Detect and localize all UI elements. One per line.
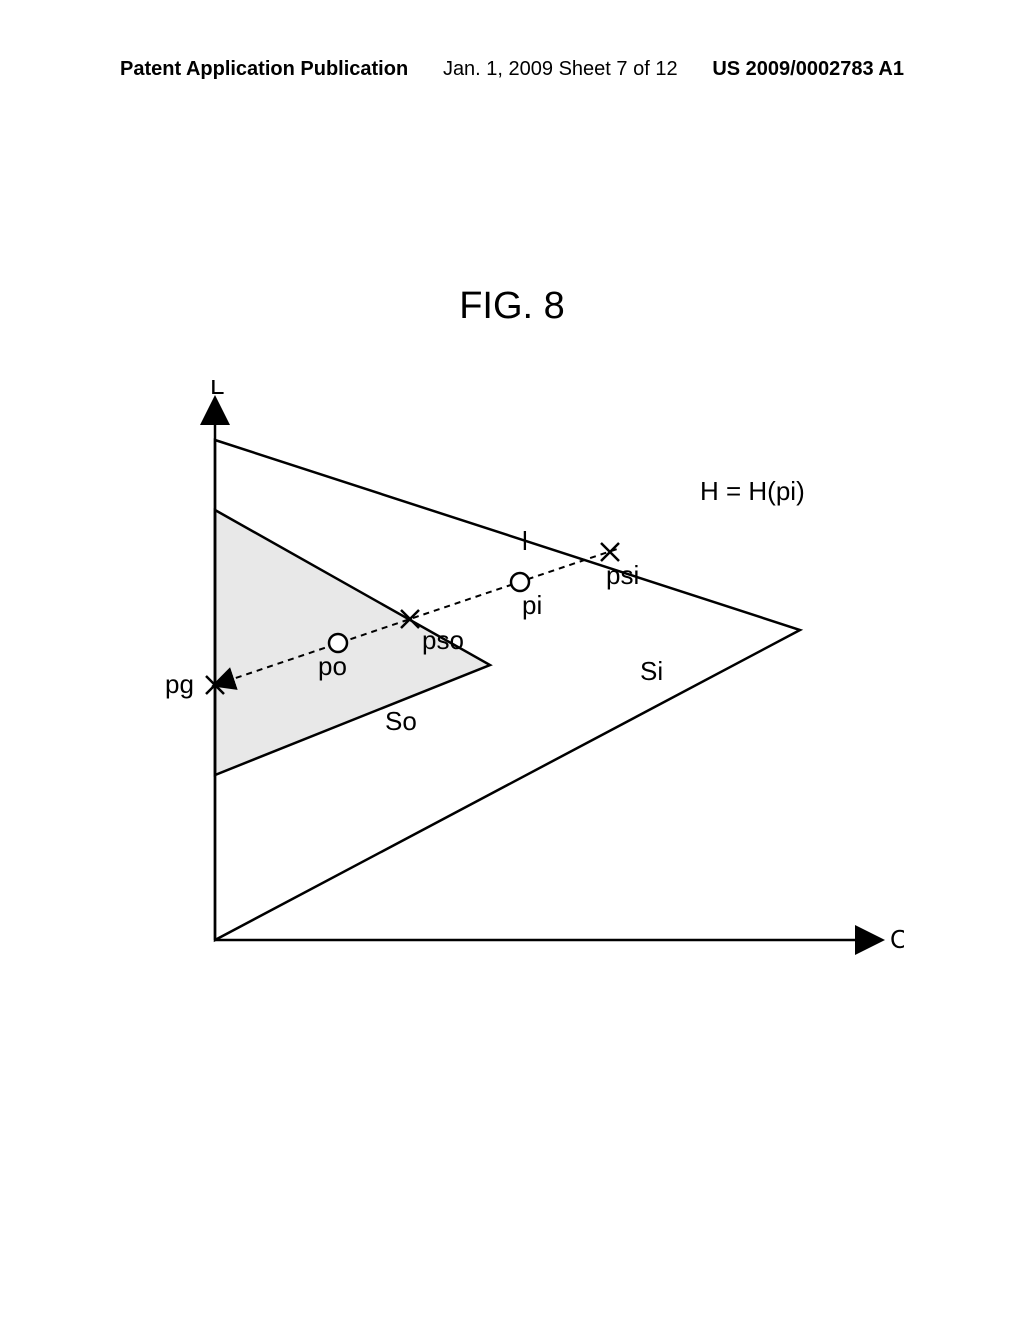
x-axis-label: C bbox=[890, 924, 904, 954]
point-label-pi: pi bbox=[522, 590, 542, 620]
header-left: Patent Application Publication bbox=[120, 58, 408, 81]
point-label-psi: psi bbox=[606, 560, 639, 590]
point-label-po: po bbox=[318, 651, 347, 681]
diagram-container: pg po pso pi psi H = H(pi) l Si So L C bbox=[120, 380, 904, 1000]
point-pi bbox=[511, 573, 529, 591]
point-po bbox=[329, 634, 347, 652]
y-axis-label: L bbox=[210, 380, 224, 400]
point-label-pso: pso bbox=[422, 625, 464, 655]
diagram-svg: pg po pso pi psi H = H(pi) l Si So L C bbox=[120, 380, 904, 1000]
header: Patent Application Publication Jan. 1, 2… bbox=[0, 58, 1024, 81]
header-center: Jan. 1, 2009 Sheet 7 of 12 bbox=[443, 58, 678, 81]
figure-title: FIG. 8 bbox=[0, 285, 1024, 328]
point-label-pg: pg bbox=[165, 669, 194, 699]
label-l: l bbox=[522, 526, 528, 556]
header-right: US 2009/0002783 A1 bbox=[712, 58, 904, 81]
label-So: So bbox=[385, 706, 417, 736]
label-Si: Si bbox=[640, 656, 663, 686]
label-H_eq: H = H(pi) bbox=[700, 476, 805, 506]
point-psi bbox=[601, 543, 619, 561]
